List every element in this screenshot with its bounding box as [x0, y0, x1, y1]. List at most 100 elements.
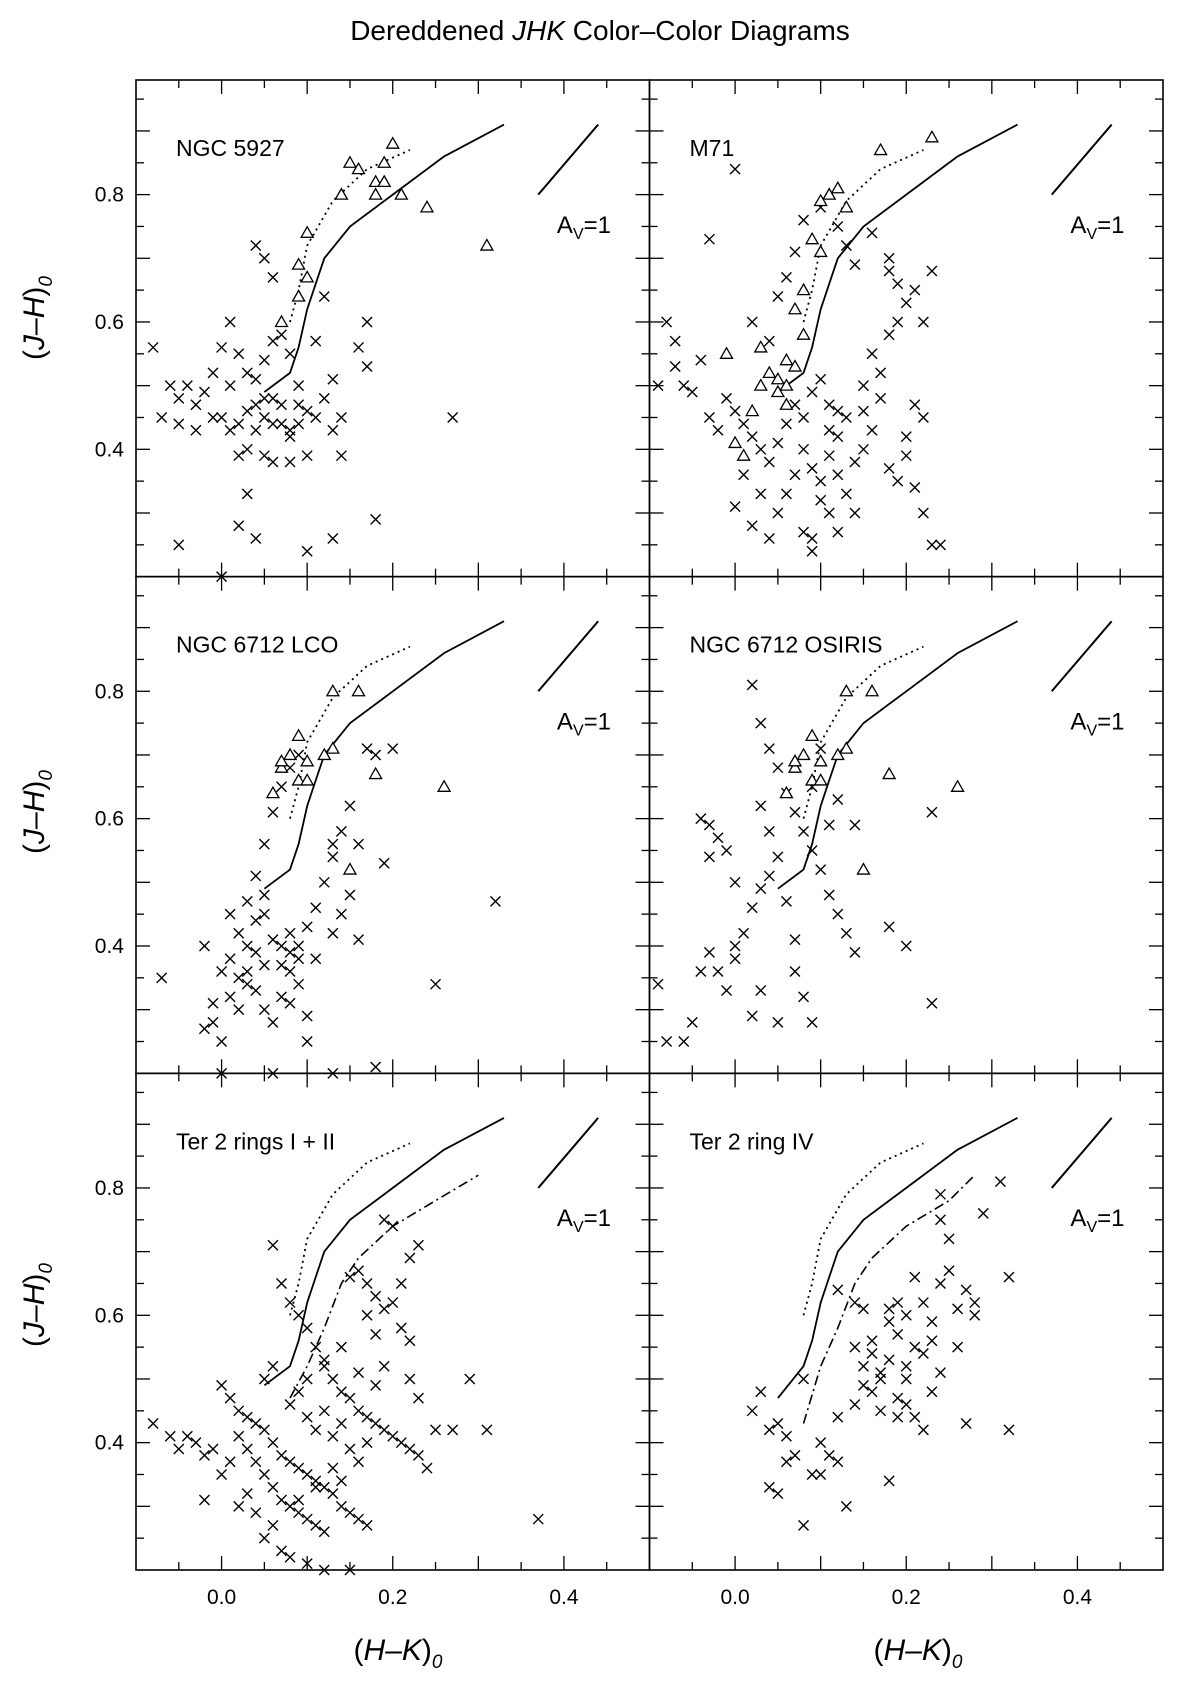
cross-point — [207, 1443, 219, 1455]
cross-point — [361, 361, 373, 373]
cross-point — [207, 367, 219, 379]
cross-point — [798, 526, 810, 538]
cross-point — [789, 469, 801, 481]
cross-point — [746, 316, 758, 328]
cross-point — [233, 520, 245, 532]
cross-point — [755, 717, 767, 729]
cross-point — [857, 380, 869, 392]
cross-point — [293, 978, 305, 990]
cross-point — [943, 1233, 955, 1245]
cross-point — [421, 1462, 433, 1474]
triangle-point — [325, 741, 340, 754]
cross-point — [284, 456, 296, 468]
cross-point — [250, 373, 262, 385]
cross-point — [241, 978, 253, 990]
triangle-point — [377, 155, 392, 168]
cross-point — [335, 1500, 347, 1512]
cross-point — [275, 781, 287, 793]
panel-3: 0.4 0.6 0.8 NGC 6712 LCO AV=1 — [95, 575, 651, 1079]
cross-point — [241, 405, 253, 417]
cross-point — [361, 1437, 373, 1449]
cross-point — [815, 373, 827, 385]
cross-point — [909, 399, 921, 411]
triangle-point — [839, 683, 854, 697]
cross-point — [729, 940, 741, 952]
cross-point — [327, 1430, 339, 1442]
cross-point — [404, 1373, 416, 1385]
cross-point — [216, 1468, 228, 1480]
cross-point — [900, 940, 912, 952]
triangle-point — [813, 193, 828, 207]
cross-point — [284, 927, 296, 939]
cross-point — [318, 1354, 330, 1366]
cross-point — [883, 921, 895, 933]
cross-point — [780, 488, 792, 500]
triangle-point — [787, 301, 803, 315]
cross-point — [857, 1379, 869, 1391]
cross-point — [926, 539, 938, 551]
cross-point — [806, 386, 818, 398]
triangle-point — [479, 238, 495, 251]
cross-point — [789, 806, 801, 818]
cross-point — [712, 832, 724, 844]
cross-point — [378, 1303, 390, 1315]
cross-point — [832, 431, 844, 443]
cross-point — [335, 411, 347, 423]
cross-point — [780, 271, 792, 283]
cross-point — [960, 1418, 972, 1430]
cross-point — [335, 908, 347, 920]
cross-point — [832, 220, 844, 232]
cross-point — [798, 443, 810, 455]
cross-point — [661, 316, 673, 328]
cross-point — [293, 1507, 305, 1519]
triangle-point — [804, 231, 820, 245]
cross-point — [344, 800, 356, 812]
y-axis-label-bottom: (J–H)0 — [18, 1263, 57, 1347]
cross-point — [190, 1437, 202, 1449]
cross-point — [267, 806, 279, 818]
cross-point — [729, 953, 741, 965]
cross-point — [233, 927, 245, 939]
cross-point — [147, 1418, 159, 1430]
cross-point — [147, 341, 159, 353]
cross-point — [361, 316, 373, 328]
y-tick-label: 0.4 — [95, 438, 125, 461]
cross-point — [430, 978, 442, 990]
panel-label: Ter 2 ring IV — [690, 1128, 815, 1154]
cross-point — [532, 1513, 544, 1525]
triangle-point — [282, 747, 298, 761]
cross-point — [293, 1309, 305, 1321]
triangle-point — [291, 289, 306, 302]
cross-point — [917, 316, 929, 328]
cross-point — [721, 985, 733, 997]
cross-point — [789, 1449, 801, 1461]
cross-point — [301, 1322, 313, 1334]
cross-point — [909, 1271, 921, 1283]
cross-point — [763, 1481, 775, 1493]
triangle-point — [839, 741, 854, 754]
cross-point — [892, 475, 904, 487]
x-axis-label-right: (H–K)0 — [874, 1634, 963, 1673]
cross-point — [267, 1519, 279, 1531]
cross-point — [772, 851, 784, 863]
cross-point — [284, 348, 296, 360]
triangle-point — [882, 766, 897, 780]
cross-point — [318, 392, 330, 404]
cross-point — [823, 819, 835, 831]
cross-point — [900, 1360, 912, 1372]
cross-point — [900, 1373, 912, 1385]
cross-point — [327, 927, 339, 939]
cross-point — [284, 1500, 296, 1512]
cross-point — [275, 329, 287, 341]
triangle-point — [291, 257, 306, 270]
triangle-point — [796, 327, 811, 340]
cross-point — [207, 1016, 219, 1028]
cross-point — [250, 985, 262, 997]
cross-point — [857, 1360, 869, 1372]
cross-point — [857, 405, 869, 417]
triangle-point — [804, 773, 820, 786]
cross-point — [258, 1424, 270, 1436]
cross-point — [798, 214, 810, 226]
cross-point — [849, 1297, 861, 1309]
cross-point — [798, 1519, 810, 1531]
